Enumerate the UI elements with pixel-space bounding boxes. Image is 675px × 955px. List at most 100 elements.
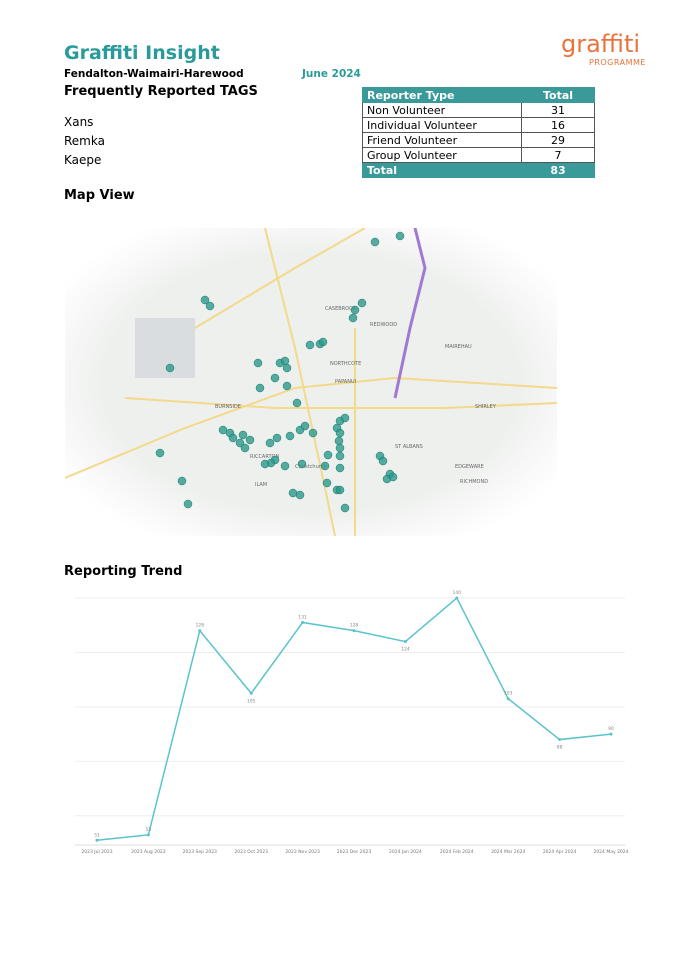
- value-label: 131: [298, 615, 307, 621]
- map-dot: [270, 373, 280, 383]
- map-dot: [340, 413, 350, 423]
- map-dot: [370, 237, 380, 247]
- point: [301, 621, 305, 624]
- tag: Xans: [64, 115, 94, 129]
- col-head: Total: [521, 87, 595, 103]
- tag-list: Xans Remka Kaepe: [64, 113, 105, 170]
- x-tick-label: 2024 Mar 2024: [491, 849, 525, 855]
- map-dot: [388, 472, 398, 482]
- logo-sub: PROGRAMME: [589, 58, 646, 67]
- map-dot: [357, 298, 367, 308]
- map: CASEBROOK REDWOOD NORTHCOTE PAPANUI ST ALBAN…: [65, 228, 557, 536]
- value-label: 103: [504, 691, 513, 697]
- map-dot: [323, 450, 333, 460]
- map-dot: [282, 381, 292, 391]
- map-dot: [255, 383, 265, 393]
- map-dot: [335, 463, 345, 473]
- map-dot: [253, 358, 263, 368]
- map-label: CASEBROOK: [325, 306, 357, 312]
- map-label: ST ALBANS: [395, 444, 423, 450]
- map-dot: [155, 448, 165, 458]
- point: [506, 697, 510, 701]
- map-label: BURNSIDE: [215, 404, 241, 410]
- map-dot: [334, 436, 344, 446]
- map-dot: [260, 459, 270, 469]
- point: [609, 732, 613, 736]
- map-label: NORTHCOTE: [330, 361, 361, 367]
- map-dot: [272, 433, 282, 443]
- map-dot: [322, 478, 332, 488]
- cell: 16: [521, 117, 595, 133]
- value-label: 140: [453, 590, 462, 596]
- cell: 7: [521, 147, 595, 163]
- area: Fendalton-Waimairi-Harewood: [64, 68, 244, 80]
- map-dot: [335, 443, 345, 453]
- map-label: EDGEWARE: [455, 464, 484, 470]
- map-dot: [205, 301, 215, 311]
- title: Graffiti Insight: [64, 42, 220, 64]
- x-tick-label: 2024 Feb 2024: [440, 849, 474, 855]
- value-label: 128: [350, 623, 359, 629]
- point: [455, 596, 459, 600]
- total: Total: [362, 162, 522, 178]
- cell: Non Volunteer: [362, 102, 522, 118]
- map-dot: [320, 461, 330, 471]
- map-label: MAIREHAU: [445, 344, 472, 350]
- x-tick-label: 2024 May 2024: [593, 849, 628, 855]
- roads: [65, 228, 557, 536]
- x-tick-label: 2023 Sep 2023: [183, 849, 217, 855]
- chart-title: Reporting Trend: [64, 564, 183, 579]
- map-dot: [295, 490, 305, 500]
- map-dot: [308, 428, 318, 438]
- map-dot: [282, 363, 292, 373]
- map-dot: [335, 485, 345, 495]
- tags-title: Frequently Reported TAGS: [64, 84, 258, 99]
- map-dot: [177, 476, 187, 486]
- tag: Remka: [64, 134, 105, 148]
- x-tick-label: 2023 Oct 2023: [234, 849, 268, 855]
- x-tick-label: 2024 Apr 2024: [543, 849, 577, 855]
- logo: graffiti: [561, 30, 641, 58]
- point: [352, 629, 356, 633]
- map-label: RICCARTON: [250, 454, 279, 460]
- date: June 2024: [302, 68, 361, 80]
- point: [249, 691, 253, 695]
- map-dot: [350, 305, 360, 315]
- map-dot: [280, 356, 290, 366]
- map-label: RICHMOND: [460, 479, 488, 485]
- cell: Friend Volunteer: [362, 132, 522, 148]
- map-label: SHIRLEY: [475, 404, 497, 410]
- map-dot: [305, 340, 315, 350]
- line: [96, 596, 612, 842]
- map-label: REDWOOD: [370, 322, 397, 328]
- cell: Individual Volunteer: [362, 117, 522, 133]
- map-dot: [288, 488, 298, 498]
- x-tick-label: 2023 Dec 2023: [337, 849, 372, 855]
- map-dot: [335, 451, 345, 461]
- value-label: 90: [608, 726, 614, 732]
- cell: Group Volunteer: [362, 147, 522, 163]
- value-label: 128: [196, 623, 205, 629]
- map-dot: [292, 398, 302, 408]
- map-dot: [280, 461, 290, 471]
- value-label: 124: [401, 647, 410, 653]
- map-dot: [265, 438, 275, 448]
- map-dot: [200, 295, 210, 305]
- map-dot: [183, 499, 193, 509]
- map-dot: [165, 363, 175, 373]
- value-label: 51: [94, 832, 100, 838]
- value-label: 105: [247, 698, 256, 704]
- map-dot: [285, 431, 295, 441]
- map-dot: [297, 459, 307, 469]
- map-dot: [240, 443, 250, 453]
- reporter-table: Reporter Type Total Non Volunteer 31 Indiv…: [362, 87, 595, 178]
- point: [198, 629, 202, 633]
- cell: 29: [521, 132, 595, 148]
- map-dot: [238, 430, 248, 440]
- x-tick-label: 2023 Nov 2023: [285, 849, 320, 855]
- map-title: Map View: [64, 188, 135, 203]
- map-bg: [65, 228, 557, 536]
- map-dot: [228, 433, 238, 443]
- cell: 31: [521, 102, 595, 118]
